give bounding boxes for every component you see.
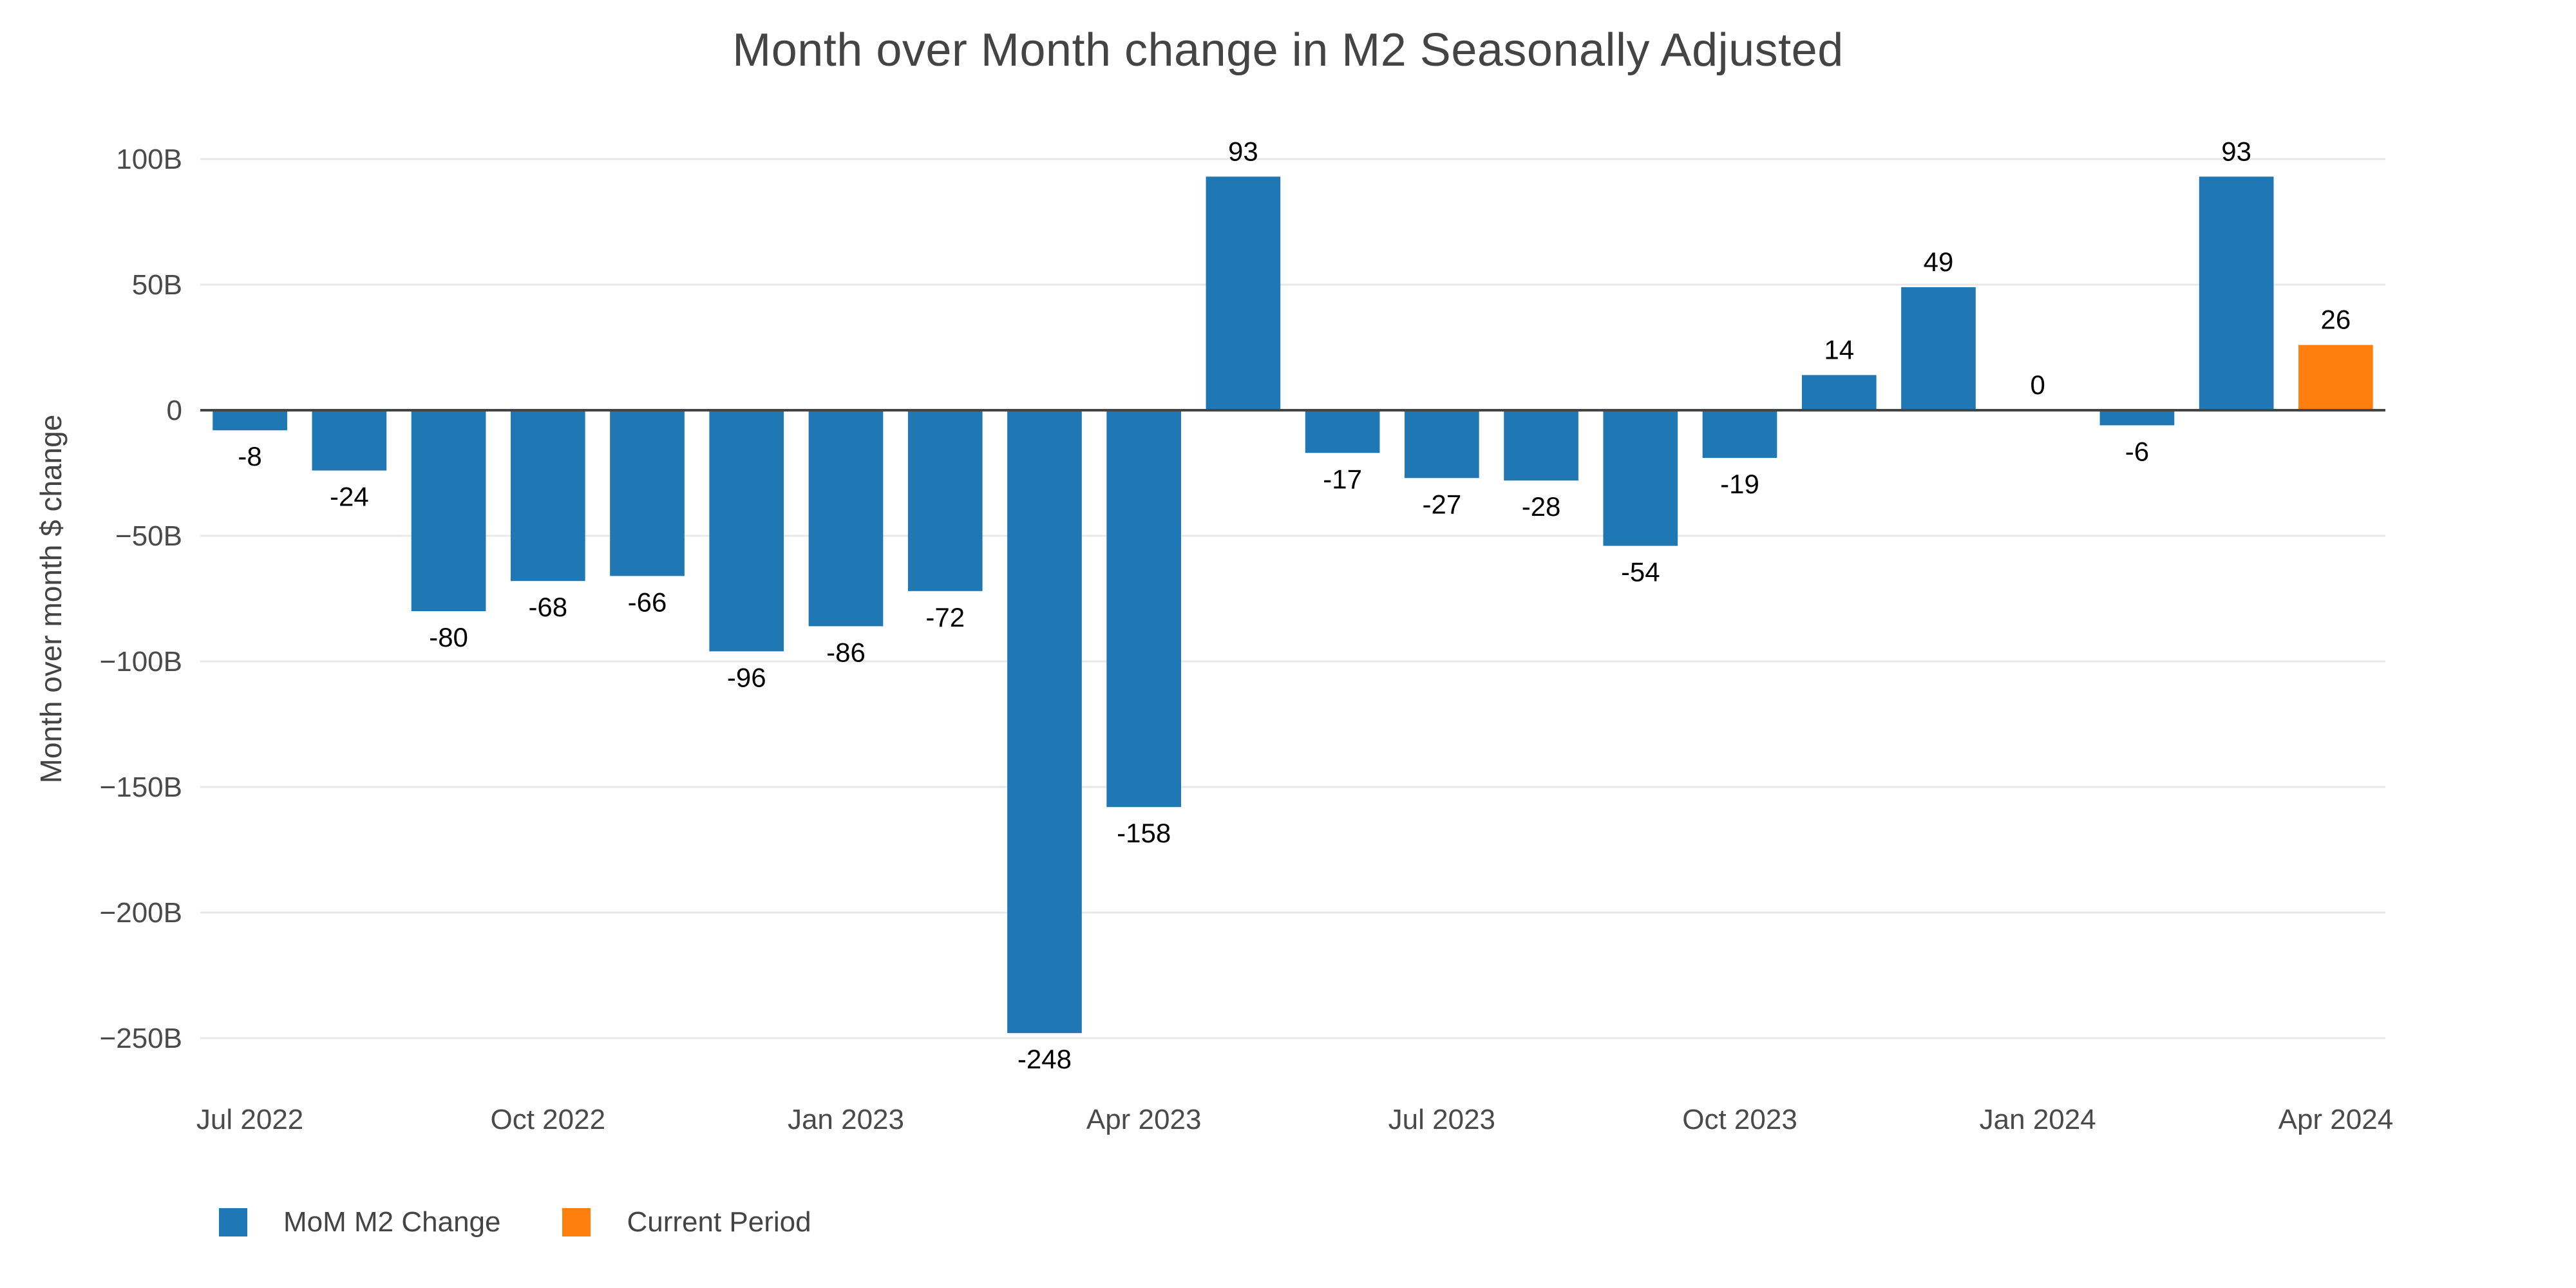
y-axis-tick-label: −50B	[115, 520, 182, 552]
bar-value-label: 93	[2221, 136, 2251, 166]
chart-title: Month over Month change in M2 Seasonally…	[732, 24, 1844, 76]
bar-value-label: -8	[238, 441, 261, 471]
y-axis-tick-label: 0	[167, 395, 182, 426]
bar-value-label: -24	[330, 482, 369, 512]
bar-jul-2023	[1405, 410, 1479, 478]
bar-jun-2023	[1305, 410, 1380, 453]
bar-dec-2022	[709, 410, 784, 652]
y-axis-tick-label: −100B	[100, 646, 182, 677]
y-axis-tick-label: 50B	[132, 269, 182, 301]
bar-mar-2023	[1007, 410, 1082, 1034]
x-axis-tick-label: Oct 2022	[491, 1104, 606, 1135]
bar-value-label: -17	[1323, 464, 1362, 494]
bar-value-label: -96	[727, 662, 766, 692]
bar-feb-2024	[2099, 410, 2175, 426]
bar-dec-2023	[1901, 287, 1976, 410]
x-axis-tick-label: Jan 2023	[788, 1104, 904, 1135]
bar-value-label: 49	[1924, 247, 1954, 277]
bar-value-label: -72	[925, 602, 965, 632]
bar-apr-2024	[2298, 345, 2373, 410]
bar-aug-2022	[312, 410, 387, 471]
bar-value-label: -19	[1720, 469, 1759, 499]
bar-value-label: -80	[429, 622, 468, 652]
bar-sep-2022	[411, 410, 486, 611]
bar-value-label: 93	[1228, 136, 1258, 166]
bar-feb-2023	[907, 410, 983, 591]
bar-value-label: -6	[2125, 436, 2149, 466]
bar-apr-2023	[1106, 410, 1181, 808]
x-axis-tick-label: Apr 2024	[2278, 1104, 2394, 1135]
bar-value-label: -66	[628, 587, 667, 617]
legend-label-mom-m2-change: MoM M2 Change	[283, 1206, 501, 1238]
bar-value-label: 14	[1824, 334, 1854, 365]
bar-mar-2024	[2199, 176, 2274, 410]
x-axis-tick-label: Jan 2024	[1980, 1104, 2096, 1135]
y-axis-title: Month over month $ change	[34, 415, 68, 784]
x-axis-tick-label: Jul 2022	[196, 1104, 303, 1135]
x-axis-tick-label: Jul 2023	[1388, 1104, 1495, 1135]
bar-value-label: -248	[1018, 1044, 1072, 1074]
legend-item-current-period[interactable]: Current Period	[562, 1199, 811, 1245]
legend: MoM M2 Change Current Period	[219, 1199, 811, 1245]
bar-may-2023	[1206, 176, 1281, 410]
y-axis-tick-label: 100B	[116, 144, 182, 175]
y-axis-tick-label: −250B	[100, 1023, 182, 1054]
bar-value-label: -68	[528, 592, 567, 622]
bar-oct-2023	[1702, 410, 1777, 459]
bar-value-label: -86	[826, 637, 866, 667]
bar-value-label: 0	[2031, 370, 2045, 400]
bar-nov-2023	[1801, 375, 1877, 410]
legend-label-current-period: Current Period	[627, 1206, 811, 1238]
bar-value-label: -158	[1117, 818, 1171, 848]
bar-value-label: 26	[2321, 305, 2351, 335]
y-axis-tick-label: −150B	[100, 772, 182, 803]
bar-oct-2022	[510, 410, 585, 582]
legend-item-mom-m2-change[interactable]: MoM M2 Change	[219, 1199, 500, 1245]
bar-value-label: -27	[1422, 489, 1461, 519]
x-axis-tick-label: Oct 2023	[1682, 1104, 1797, 1135]
bar-value-label: -54	[1621, 557, 1660, 587]
bar-jan-2023	[808, 410, 884, 627]
legend-swatch-orange-icon	[562, 1208, 591, 1236]
x-axis-tick-label: Apr 2023	[1086, 1104, 1202, 1135]
bar-sep-2023	[1603, 410, 1678, 546]
y-axis-tick-label: −200B	[100, 897, 182, 929]
bar-jul-2022	[213, 410, 287, 431]
legend-swatch-blue-icon	[219, 1208, 247, 1236]
bar-nov-2022	[610, 410, 685, 576]
bar-aug-2023	[1504, 410, 1578, 481]
bar-value-label: -28	[1522, 491, 1561, 522]
